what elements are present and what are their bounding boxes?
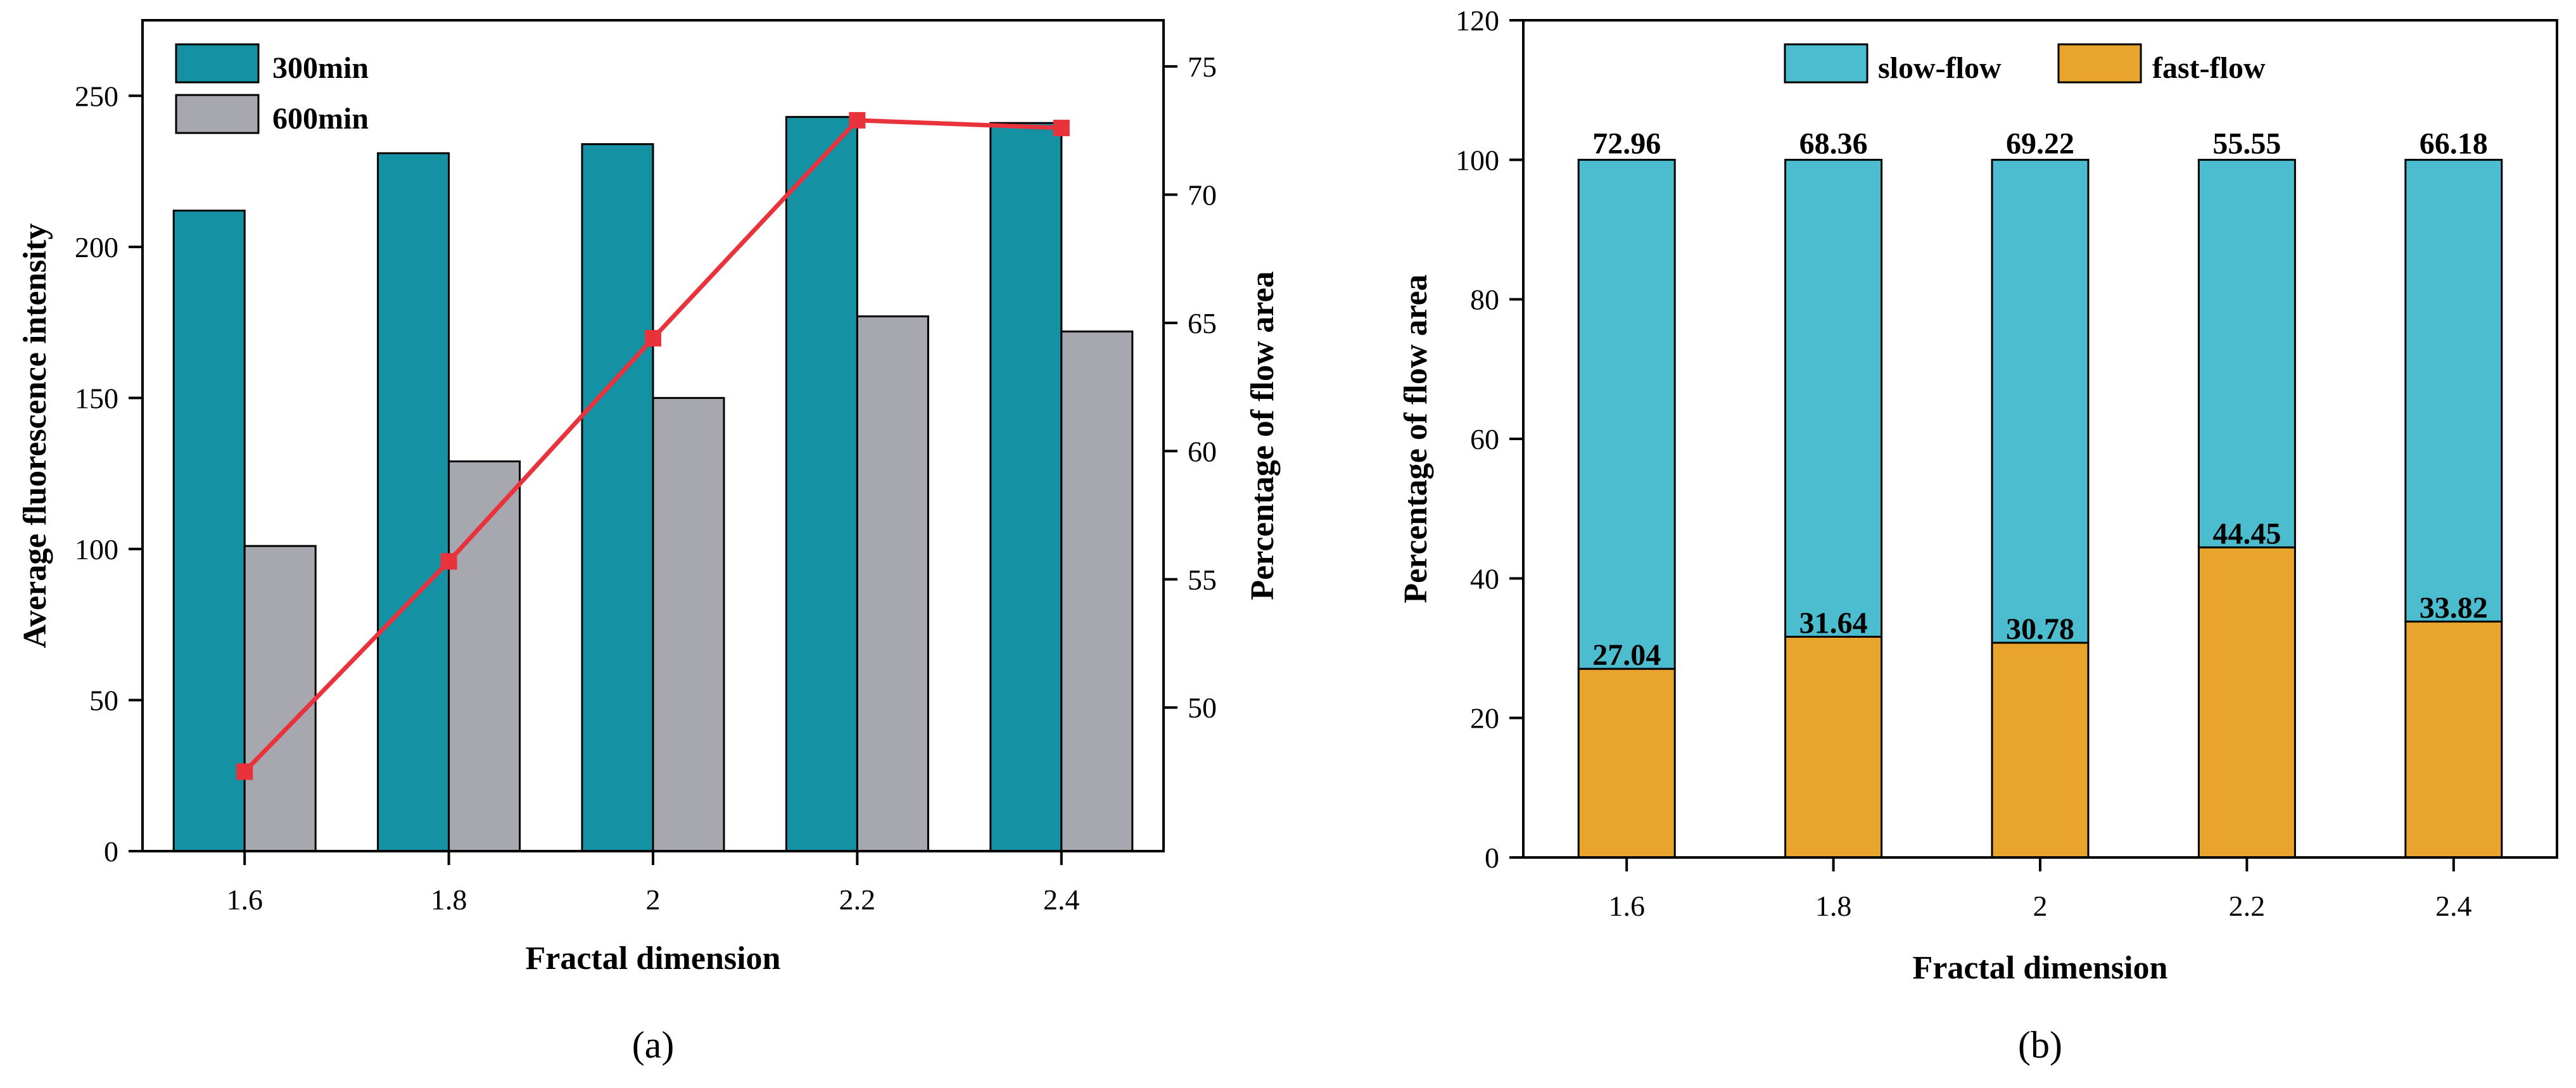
y-tick-label-50: 50 xyxy=(89,684,118,716)
bar-fast-flow-2-2 xyxy=(2197,546,2296,859)
legend-swatch-300min xyxy=(175,43,260,84)
bar-fast-flow-1-6 xyxy=(1577,667,1676,859)
panel-b-x-axis-title: Fractal dimension xyxy=(1913,950,2168,986)
x-tick-label-1-8: 1.8 xyxy=(431,883,467,916)
panel-a-x-axis-title: Fractal dimension xyxy=(526,940,781,977)
y-tick-label-80: 80 xyxy=(1470,284,1499,316)
panel-a-legend: 300min 600min xyxy=(175,43,369,136)
data-label-slow-flow-2-2: 55.55 xyxy=(2212,127,2281,160)
x-tick-label-2: 2 xyxy=(646,883,661,916)
line-point-2-2 xyxy=(849,111,866,129)
y-tick-label-120: 120 xyxy=(1456,4,1499,37)
legend-swatch-slow-flow xyxy=(1784,43,1869,84)
y-tick-label-0: 0 xyxy=(104,835,118,868)
x-tick-label-1-6: 1.6 xyxy=(1608,890,1645,922)
panel-b-legend: slow-flow fast-flow xyxy=(1784,43,2266,85)
x-tick-label-2-2: 2.2 xyxy=(2229,890,2266,922)
line-point-2-4 xyxy=(1053,120,1070,137)
bar-600min-2-4 xyxy=(1060,330,1134,852)
x-tick-label-1-6: 1.6 xyxy=(226,883,263,916)
panel-b-y-axis-title: Percentage of flow area xyxy=(1398,274,1434,603)
bar-300min-1-8 xyxy=(377,152,450,852)
panel-b-chart: 72.96 27.04 68.36 31.64 69.22 30.78 55.55 44.45… xyxy=(1398,4,2558,1066)
bar-600min-1-6 xyxy=(243,545,317,852)
panel-a-y-axis-title: Average fluorescence intensity xyxy=(17,224,53,648)
legend-label-fast-flow: fast-flow xyxy=(2152,51,2266,85)
legend-label-slow-flow: slow-flow xyxy=(1878,51,2002,85)
bar-fast-flow-2 xyxy=(1991,642,2090,859)
data-label-fast-flow-2-4: 33.82 xyxy=(2420,591,2488,624)
data-label-fast-flow-1-6: 27.04 xyxy=(1592,638,1661,672)
bar-slow-flow-2-4 xyxy=(2404,158,2503,623)
legend-label-300min: 300min xyxy=(272,51,369,85)
panel-a-plot-area xyxy=(172,111,1134,852)
y-tick-label-200: 200 xyxy=(75,231,118,263)
bar-300min-2-2 xyxy=(785,116,858,852)
bar-slow-flow-2 xyxy=(1991,158,2090,644)
panel-b-plot-area: 72.96 27.04 68.36 31.64 69.22 30.78 55.55 44.45… xyxy=(1577,127,2503,859)
bar-slow-flow-1-8 xyxy=(1784,158,1883,638)
y2-tick-label-70: 70 xyxy=(1188,179,1217,211)
y-tick-label-40: 40 xyxy=(1470,562,1499,595)
y-tick-label-100: 100 xyxy=(75,533,118,566)
data-label-slow-flow-1-8: 68.36 xyxy=(1799,127,1868,160)
bar-slow-flow-1-6 xyxy=(1577,158,1676,670)
panel-a-chart: 0 50 100 150 200 250 50 55 60 65 70 75 1.6 1.8 2 2.2 2.4… xyxy=(17,19,1281,1066)
panel-a-y2-axis-title: Percentage of flow area xyxy=(1245,271,1281,600)
panel-a-label: (a) xyxy=(632,1024,675,1066)
panel-b-axes: 0 20 40 60 80 100 120 1.6 1.8 2 2.2 2.4 xyxy=(1456,4,2472,922)
line-point-1-8 xyxy=(440,553,457,570)
panel-b-label: (b) xyxy=(2018,1024,2062,1066)
bar-600min-1-8 xyxy=(448,460,521,852)
bar-600min-2-2 xyxy=(856,315,929,852)
y-tick-label-60: 60 xyxy=(1470,423,1499,455)
data-label-slow-flow-1-6: 72.96 xyxy=(1592,127,1661,160)
y-tick-label-250: 250 xyxy=(75,80,118,112)
bar-fast-flow-2-4 xyxy=(2404,620,2503,859)
line-point-1-6 xyxy=(236,763,253,780)
x-tick-label-1-8: 1.8 xyxy=(1815,890,1852,922)
y-tick-label-0: 0 xyxy=(1485,842,1499,874)
y-tick-label-20: 20 xyxy=(1470,702,1499,735)
legend-label-600min: 600min xyxy=(272,102,369,136)
x-tick-label-2: 2 xyxy=(2033,890,2048,922)
legend-swatch-fast-flow xyxy=(2057,43,2142,84)
line-point-2 xyxy=(645,330,661,347)
bar-300min-2 xyxy=(581,143,654,852)
y2-tick-label-50: 50 xyxy=(1188,692,1217,724)
panel-a-axes: 0 50 100 150 200 250 50 55 60 65 70 75 1.6 1.8 2 2.2 2.4 xyxy=(75,51,1217,916)
y2-tick-label-60: 60 xyxy=(1188,435,1217,467)
legend-swatch-600min xyxy=(175,94,260,134)
x-tick-label-2-4: 2.4 xyxy=(2435,890,2472,922)
data-label-fast-flow-1-8: 31.64 xyxy=(1799,606,1868,640)
y2-tick-label-65: 65 xyxy=(1188,307,1217,339)
x-tick-label-2-2: 2.2 xyxy=(839,883,876,916)
bar-300min-2-4 xyxy=(989,122,1063,852)
data-label-fast-flow-2: 30.78 xyxy=(2006,612,2074,646)
data-label-fast-flow-2-2: 44.45 xyxy=(2212,517,2281,550)
bar-300min-1-6 xyxy=(172,210,246,852)
y2-tick-label-75: 75 xyxy=(1188,51,1217,83)
data-label-slow-flow-2-4: 66.18 xyxy=(2420,127,2488,160)
bar-600min-2 xyxy=(652,396,725,852)
bar-fast-flow-1-8 xyxy=(1784,635,1883,859)
y-tick-label-100: 100 xyxy=(1456,144,1499,176)
x-tick-label-2-4: 2.4 xyxy=(1043,883,1080,916)
y-tick-label-150: 150 xyxy=(75,382,118,414)
y2-tick-label-55: 55 xyxy=(1188,564,1217,596)
data-label-slow-flow-2: 69.22 xyxy=(2006,127,2074,160)
bar-slow-flow-2-2 xyxy=(2197,158,2296,548)
